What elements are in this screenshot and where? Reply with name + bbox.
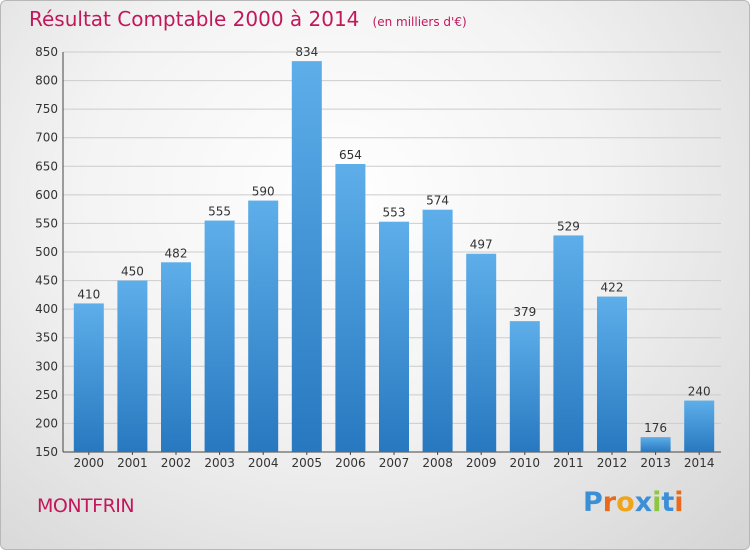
chart-title: Résultat Comptable 2000 à 2014	[29, 7, 360, 31]
x-tick-label: 2009	[466, 456, 497, 470]
x-tick-label: 2011	[553, 456, 584, 470]
x-tick-label: 2004	[248, 456, 279, 470]
y-tick-label: 750	[35, 102, 58, 116]
bar	[466, 253, 497, 452]
x-tick-label: 2010	[510, 456, 541, 470]
bar	[640, 437, 671, 452]
x-tick-label: 2007	[379, 456, 410, 470]
bar-value-label: 553	[383, 206, 406, 220]
x-tick-label: 2000	[74, 456, 105, 470]
bar	[379, 221, 409, 452]
bar-value-label: 240	[688, 385, 711, 399]
label-layer: 410 2000 450 2001 482 2002 555 2003 590 2004 834 20…	[74, 45, 715, 470]
y-tick-label: 350	[35, 331, 58, 345]
chart-title-block: Résultat Comptable 2000 à 2014 (en milli…	[29, 7, 467, 31]
bar-value-label: 176	[644, 421, 667, 435]
x-tick-label: 2001	[117, 456, 148, 470]
x-tick-label: 2008	[422, 456, 453, 470]
y-tick-label: 800	[35, 74, 58, 88]
bar-value-label: 590	[252, 185, 275, 199]
bar-value-label: 482	[165, 246, 188, 260]
chart-unit: (en milliers d'€)	[372, 15, 467, 29]
x-tick-label: 2012	[597, 456, 628, 470]
y-tick-label: 450	[35, 274, 58, 288]
bar	[161, 262, 191, 452]
x-tick-label: 2006	[335, 456, 366, 470]
proxiti-logo[interactable]: Proxiti	[583, 487, 684, 518]
logo-letter: P	[583, 487, 603, 518]
y-tick-label: 250	[35, 388, 58, 402]
bar	[248, 200, 279, 452]
x-tick-label: 2005	[292, 456, 323, 470]
bar	[117, 280, 148, 452]
y-tick-label: 300	[35, 359, 58, 373]
y-tick-label: 600	[35, 188, 58, 202]
x-tick-label: 2003	[204, 456, 235, 470]
x-tick-label: 2013	[640, 456, 671, 470]
bar	[509, 321, 540, 452]
bar-value-label: 834	[295, 45, 318, 59]
bar	[204, 220, 235, 452]
y-tick-label: 700	[35, 131, 58, 145]
bar-value-label: 410	[77, 287, 100, 301]
logo-letter: i	[674, 487, 684, 518]
y-tick-label: 850	[35, 45, 58, 59]
logo-letter: o	[616, 487, 635, 518]
bar	[553, 235, 584, 452]
x-tick-label: 2014	[684, 456, 715, 470]
commune-name: MONTFRIN	[37, 495, 135, 517]
y-tick-label: 500	[35, 245, 58, 259]
logo-letter: i	[652, 487, 662, 518]
bar	[597, 296, 627, 452]
logo-letter: x	[634, 487, 653, 518]
bar	[73, 303, 104, 452]
bar-layer	[73, 61, 715, 453]
bar	[422, 209, 453, 452]
logo-letter: t	[661, 487, 675, 518]
y-tick-label: 650	[35, 159, 58, 173]
y-tick-label: 200	[35, 416, 58, 430]
y-tick-label: 400	[35, 302, 58, 316]
bar-value-label: 574	[426, 194, 449, 208]
bar	[335, 164, 366, 452]
y-tick-label: 550	[35, 216, 58, 230]
bar-value-label: 450	[121, 265, 144, 279]
bar-value-label: 555	[208, 205, 231, 219]
bar-value-label: 497	[470, 238, 493, 252]
logo-letter: r	[602, 487, 617, 518]
bar-value-label: 379	[513, 305, 536, 319]
bar-value-label: 422	[601, 281, 624, 295]
y-tick-label: 150	[35, 445, 58, 459]
bar-value-label: 654	[339, 148, 362, 162]
bar-value-label: 529	[557, 219, 580, 233]
x-tick-label: 2002	[161, 456, 192, 470]
bar	[291, 61, 322, 453]
bar	[684, 400, 715, 452]
